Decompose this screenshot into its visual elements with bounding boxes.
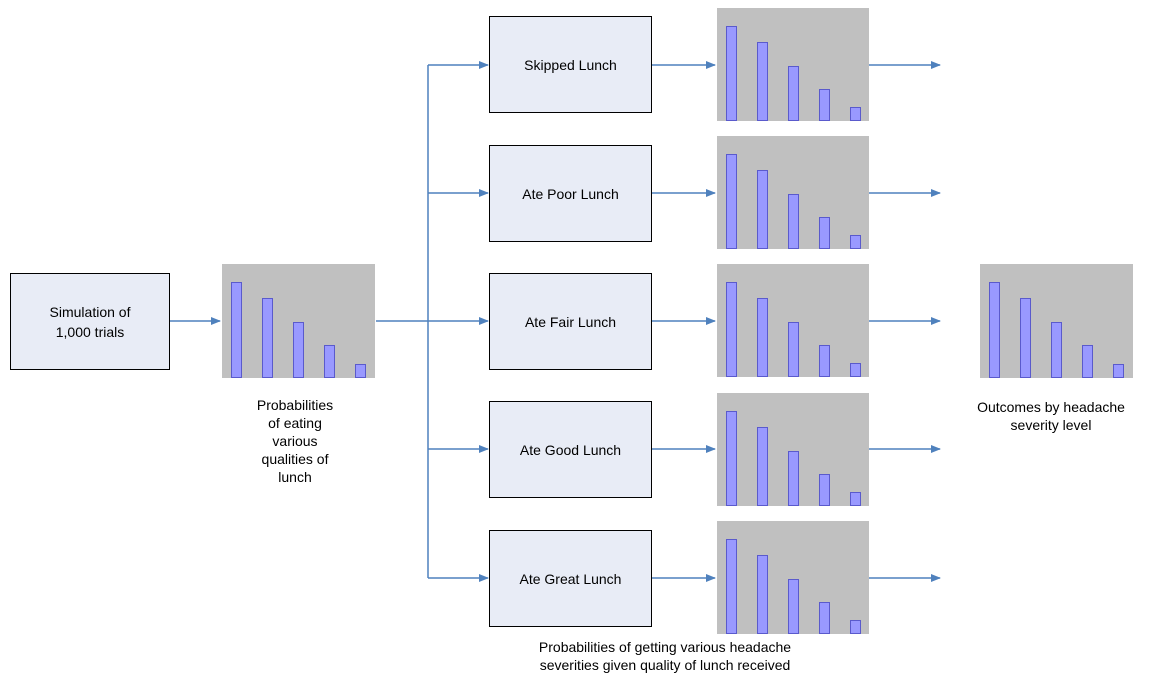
caption-outcomes: Outcomes by headache severity level bbox=[946, 398, 1156, 434]
chart-bar bbox=[850, 235, 861, 249]
chart-bar bbox=[726, 539, 737, 634]
chart-bar bbox=[788, 194, 799, 249]
severity-chart-great bbox=[717, 521, 869, 634]
chart-bar bbox=[231, 282, 242, 378]
outcome-chart bbox=[980, 264, 1133, 378]
lunch-probability-chart bbox=[222, 264, 375, 378]
simulation-box: Simulation of 1,000 trials bbox=[10, 273, 170, 370]
chart-bar bbox=[726, 26, 737, 121]
chart-bar bbox=[819, 217, 830, 249]
chart-bar bbox=[850, 363, 861, 377]
chart-bar bbox=[726, 411, 737, 506]
chart-bar bbox=[757, 170, 768, 249]
chart-bar bbox=[819, 345, 830, 377]
chart-bar bbox=[989, 282, 1000, 378]
box-fair-lunch: Ate Fair Lunch bbox=[489, 273, 652, 370]
simulation-box-line2: 1,000 trials bbox=[55, 323, 125, 340]
severity-chart-poor bbox=[717, 136, 869, 249]
caption-lunch-probabilities: Probabilities of eating various qualitie… bbox=[205, 396, 385, 486]
box-skipped-lunch: Skipped Lunch bbox=[489, 16, 652, 113]
caption-line: lunch bbox=[278, 469, 312, 485]
chart-bar bbox=[1020, 298, 1031, 378]
chart-bar bbox=[788, 579, 799, 634]
severity-chart-fair bbox=[717, 264, 869, 377]
chart-bar bbox=[726, 154, 737, 249]
chart-bar bbox=[850, 107, 861, 121]
caption-line: of eating bbox=[268, 415, 322, 431]
caption-line: Probabilities bbox=[256, 397, 334, 413]
chart-bar bbox=[1113, 364, 1124, 378]
chart-bar bbox=[757, 427, 768, 506]
chart-bar bbox=[819, 602, 830, 634]
chart-bar bbox=[819, 89, 830, 121]
box-good-lunch-label: Ate Good Lunch bbox=[519, 441, 622, 458]
chart-bar bbox=[788, 451, 799, 506]
box-poor-lunch-label: Ate Poor Lunch bbox=[522, 185, 619, 202]
caption-line: severities given quality of lunch receiv… bbox=[539, 657, 791, 673]
severity-chart-good bbox=[717, 393, 869, 506]
chart-bar bbox=[850, 620, 861, 634]
chart-bar bbox=[355, 364, 366, 378]
chart-bar bbox=[757, 555, 768, 634]
chart-bar bbox=[262, 298, 273, 378]
caption-line: Probabilities of getting various headach… bbox=[538, 639, 792, 655]
chart-bar bbox=[788, 322, 799, 377]
box-great-lunch: Ate Great Lunch bbox=[489, 530, 652, 627]
chart-bar bbox=[819, 474, 830, 506]
caption-severity-probabilities: Probabilities of getting various headach… bbox=[470, 638, 860, 674]
box-skipped-lunch-label: Skipped Lunch bbox=[524, 56, 617, 73]
chart-bar bbox=[757, 298, 768, 377]
chart-bar bbox=[1051, 322, 1062, 378]
box-poor-lunch: Ate Poor Lunch bbox=[489, 145, 652, 242]
chart-bar bbox=[726, 282, 737, 377]
chart-bar bbox=[293, 322, 304, 378]
chart-bar bbox=[850, 492, 861, 506]
box-fair-lunch-label: Ate Fair Lunch bbox=[524, 313, 617, 330]
simulation-box-line1: Simulation of bbox=[49, 303, 131, 320]
caption-line: Outcomes by headache bbox=[977, 399, 1125, 415]
caption-line: severity level bbox=[1010, 417, 1092, 433]
severity-chart-skipped bbox=[717, 8, 869, 121]
caption-line: various bbox=[272, 433, 318, 449]
chart-bar bbox=[788, 66, 799, 121]
box-good-lunch: Ate Good Lunch bbox=[489, 401, 652, 498]
chart-bar bbox=[757, 42, 768, 121]
caption-line: qualities of bbox=[261, 451, 329, 467]
chart-bar bbox=[1082, 345, 1093, 378]
chart-bar bbox=[324, 345, 335, 378]
box-great-lunch-label: Ate Great Lunch bbox=[519, 570, 622, 587]
